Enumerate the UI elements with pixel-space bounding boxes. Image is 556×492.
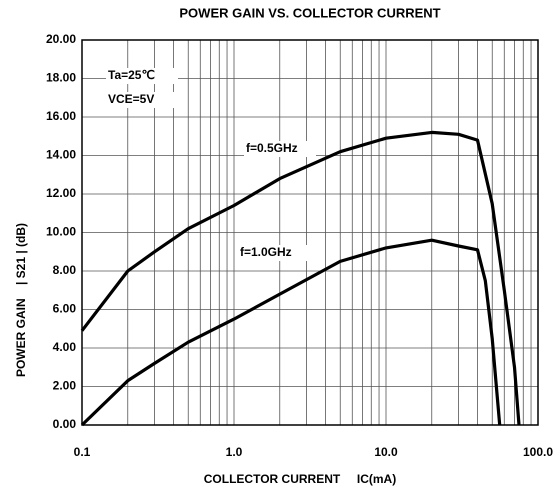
x-axis-label: COLLECTOR CURRENT IC(mA) xyxy=(204,472,396,486)
y-tick-label: 12.00 xyxy=(46,186,76,200)
y-tick-label: 0.00 xyxy=(53,417,77,431)
y-tick-label: 4.00 xyxy=(53,340,77,354)
x-tick-label: 100.0 xyxy=(523,445,553,459)
annotation: f=1.0GHz xyxy=(240,245,292,259)
y-tick-label: 18.00 xyxy=(46,71,76,85)
chart-title: POWER GAIN VS. COLLECTOR CURRENT xyxy=(179,5,440,20)
y-tick-label: 8.00 xyxy=(53,263,77,277)
y-tick-label: 16.00 xyxy=(46,109,76,123)
x-tick-label: 0.1 xyxy=(74,445,91,459)
annotation-bg xyxy=(106,68,178,84)
annotation: Ta=25℃ xyxy=(108,68,155,82)
x-tick-label: 1.0 xyxy=(226,445,243,459)
y-tick-label: 2.00 xyxy=(53,379,77,393)
plot-frame xyxy=(81,39,539,426)
y-tick-label: 14.00 xyxy=(46,148,76,162)
y-tick-label: 20.00 xyxy=(46,32,76,46)
y-tick-label: 10.00 xyxy=(46,225,76,239)
annotation-bg xyxy=(238,245,310,261)
annotation-bg xyxy=(244,141,316,157)
annotation: f=0.5GHz xyxy=(246,141,298,155)
y-axis-label: POWER GAIN | S21 | (dB) xyxy=(14,223,28,377)
y-tick-label: 6.00 xyxy=(53,302,77,316)
annotation-bg xyxy=(106,92,178,108)
series-line xyxy=(80,130,521,426)
series-line xyxy=(80,238,502,427)
x-tick-label: 10.0 xyxy=(374,445,398,459)
annotation: VCE=5V xyxy=(108,92,154,106)
